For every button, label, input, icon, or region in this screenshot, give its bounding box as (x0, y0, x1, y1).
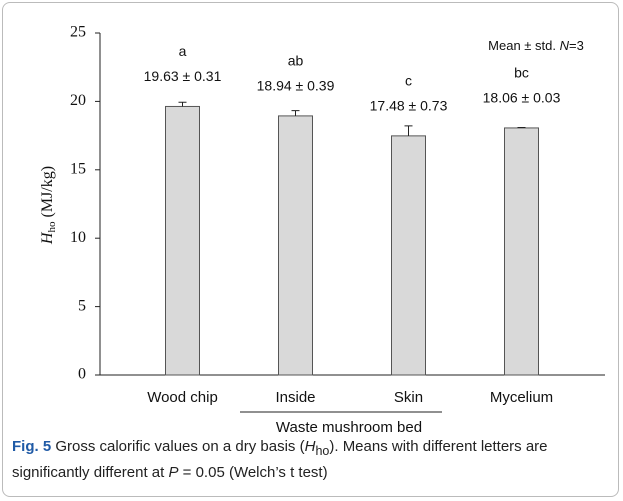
significance-letter: bc (514, 65, 529, 81)
significance-letter: a (179, 43, 187, 59)
error-bar (404, 125, 413, 136)
caption-symbol: P (168, 464, 179, 481)
value-label: 19.63 ± 0.31 (144, 68, 222, 84)
y-axis-label: Hho (MJ/kg) (39, 166, 58, 245)
x-tick-label: Wood chip (147, 389, 218, 406)
figure-border (2, 2, 619, 497)
caption-text: = 0.05 (Welch’s t test) (178, 464, 328, 481)
caption: Fig. 5 Gross calorific values on a dry b… (12, 436, 612, 483)
error-bar (291, 110, 300, 116)
group-label: Waste mushroom bed (276, 419, 422, 436)
value-label: 18.06 ± 0.03 (483, 90, 561, 106)
y-tick-label: 10 (70, 229, 86, 246)
caption-symbol: H (304, 438, 316, 455)
annotation-n-value: =3 (569, 38, 584, 53)
caption-label: Fig. 5 (12, 438, 52, 455)
chart: Hho (MJ/kg) Mean ± std. N=3 Waste mushro… (39, 24, 605, 436)
caption-subscript: ho (315, 444, 330, 458)
bar (165, 105, 200, 376)
caption-text: Gross calorific values on a dry basis ( (51, 438, 305, 455)
y-tick-label: 20 (70, 92, 86, 109)
bar (391, 135, 426, 376)
significance-letter: c (405, 73, 412, 89)
y-tick-label: 15 (70, 160, 86, 177)
y-tick-label: 0 (78, 366, 86, 383)
y-label-unit: (MJ/kg) (39, 166, 56, 222)
bar (504, 127, 539, 376)
value-label: 17.48 ± 0.73 (370, 98, 448, 114)
annotation: Mean ± std. N=3 (488, 38, 584, 53)
annotation-text: Mean ± std. (488, 38, 559, 53)
x-tick-label: Inside (275, 389, 315, 406)
significance-letter: ab (288, 53, 304, 69)
y-label-symbol: H (39, 231, 56, 245)
x-tick-label: Mycelium (490, 389, 553, 406)
y-tick-label: 25 (70, 24, 86, 41)
y-label-subscript: ho (46, 221, 58, 233)
value-label: 18.94 ± 0.39 (257, 78, 335, 94)
x-tick-label: Skin (394, 389, 423, 406)
error-bar (178, 101, 187, 107)
caption-text: ). Means with different letters are sign… (12, 438, 548, 481)
bar (278, 115, 313, 376)
y-tick-label: 5 (78, 297, 86, 314)
annotation-n: N (560, 38, 570, 53)
